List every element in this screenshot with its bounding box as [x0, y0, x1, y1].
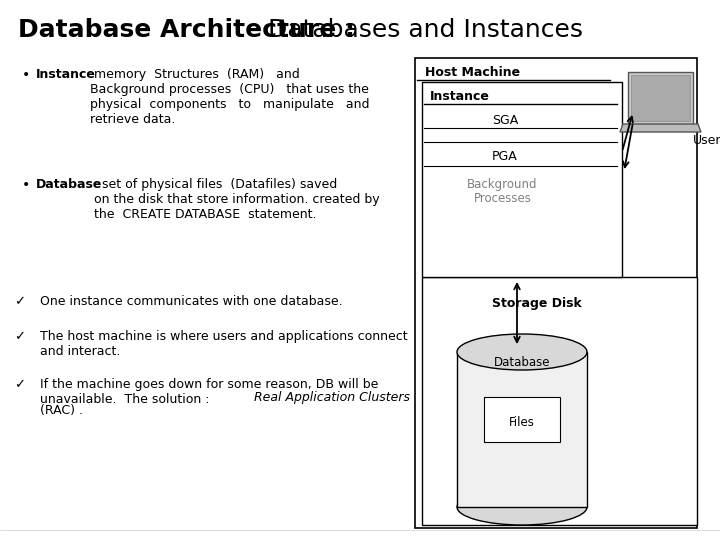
Text: One instance communicates with one database.: One instance communicates with one datab…	[40, 295, 343, 308]
Text: •: •	[22, 68, 30, 82]
Text: ✓: ✓	[14, 378, 25, 391]
Text: memory  Structures  (RAM)   and
Background processes  (CPU)   that uses the
phys: memory Structures (RAM) and Background p…	[90, 68, 369, 126]
Bar	[484, 397, 560, 442]
Polygon shape	[620, 124, 701, 132]
Text: The host machine is where users and applications connect
and interact.: The host machine is where users and appl…	[40, 330, 408, 358]
Text: Real Application Clusters: Real Application Clusters	[254, 391, 410, 404]
Text: Host Machine: Host Machine	[425, 66, 520, 79]
Ellipse shape	[457, 489, 587, 525]
Text: ✓: ✓	[14, 330, 25, 343]
Bar	[422, 277, 697, 525]
Text: If the machine goes down for some reason, DB will be
unavailable.  The solution : If the machine goes down for some reason…	[40, 378, 379, 406]
Bar	[415, 58, 697, 528]
Text: Database Architecture :: Database Architecture :	[18, 18, 364, 42]
Text: SGA: SGA	[492, 114, 518, 127]
Polygon shape	[631, 75, 690, 121]
Polygon shape	[628, 72, 693, 124]
Text: Instance: Instance	[36, 68, 96, 81]
Text: Storage Disk: Storage Disk	[492, 297, 582, 310]
Bar	[422, 82, 622, 277]
Text: User: User	[693, 134, 720, 147]
Text: Processes: Processes	[474, 192, 532, 205]
Ellipse shape	[457, 334, 587, 370]
Text: PGA: PGA	[492, 150, 518, 163]
Text: Background: Background	[467, 178, 538, 191]
Bar	[457, 352, 587, 507]
Text: •: •	[22, 178, 30, 192]
Text: (RAC) .: (RAC) .	[40, 404, 83, 417]
Text: set of physical files  (Datafiles) saved
on the disk that store information. cre: set of physical files (Datafiles) saved …	[94, 178, 379, 221]
Text: Instance: Instance	[430, 90, 490, 103]
Text: ✓: ✓	[14, 295, 25, 308]
Text: Database: Database	[36, 178, 102, 191]
Text: Files: Files	[509, 416, 535, 429]
Text: Database: Database	[494, 356, 550, 369]
Text: Databases and Instances: Databases and Instances	[268, 18, 583, 42]
